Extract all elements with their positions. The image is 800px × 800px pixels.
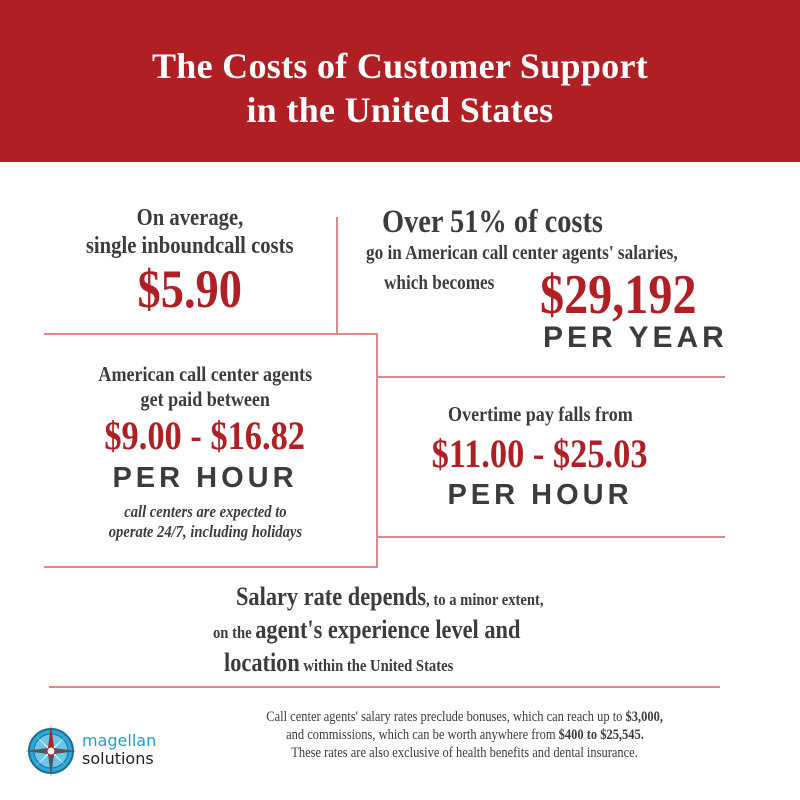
- divider: [376, 333, 378, 568]
- logo-text-solutions: solutions: [82, 749, 154, 768]
- annual-salary-value: $29,192: [540, 264, 697, 326]
- footer-note: Call center agents' salary rates preclud…: [266, 709, 664, 761]
- hourly-line-2: get paid between: [140, 387, 270, 411]
- header-banner: [0, 0, 800, 162]
- salaries-line-2: go in American call center agents' salar…: [366, 242, 678, 264]
- divider: [44, 566, 378, 568]
- divider: [336, 217, 338, 334]
- inbound-cost-value: $5.90: [137, 259, 243, 319]
- note-line-1: call centers are expected to: [123, 502, 287, 521]
- overtime-pay-value: $11.00 - $25.03: [432, 431, 648, 476]
- title-line-2: in the United States: [246, 90, 554, 130]
- salaries-line-3: which becomes: [384, 272, 495, 294]
- hourly-pay-block: American call center agents get paid bet…: [40, 362, 370, 542]
- per-hour-label: PER HOUR: [112, 462, 298, 494]
- divider: [44, 333, 378, 335]
- hourly-line-1: American call center agents: [98, 362, 312, 386]
- inbound-line-2: single inboundcall costs: [86, 233, 294, 259]
- divider: [49, 686, 720, 688]
- compass-icon: [25, 725, 77, 777]
- salary-rate-line-1: Salary rate depends, to a minor extent,: [236, 582, 544, 611]
- per-hour-label: PER HOUR: [447, 479, 633, 511]
- title-line-1: The Costs of Customer Support: [151, 46, 649, 86]
- salaries-headline: Over 51% of costs: [382, 204, 603, 240]
- inbound-cost-block: On average, single inboundcall costs $5.…: [40, 204, 340, 318]
- logo-text-magellan: magellan: [82, 731, 157, 750]
- per-year-label: PER YEAR: [543, 321, 728, 354]
- salary-rate-line-3: location within the United States: [224, 648, 454, 677]
- overtime-block: Overtime pay falls from $11.00 - $25.03 …: [385, 400, 695, 512]
- hourly-pay-value: $9.00 - $16.82: [104, 413, 306, 458]
- overtime-line-1: Overtime pay falls from: [447, 402, 633, 426]
- inbound-line-1: On average,: [136, 205, 244, 231]
- page-title: The Costs of Customer Support in the Uni…: [0, 44, 800, 132]
- divider: [377, 376, 725, 378]
- divider: [377, 536, 725, 538]
- note-line-2: operate 24/7, including holidays: [108, 522, 302, 541]
- salary-rate-line-2: on the agent's experience level and: [213, 615, 521, 644]
